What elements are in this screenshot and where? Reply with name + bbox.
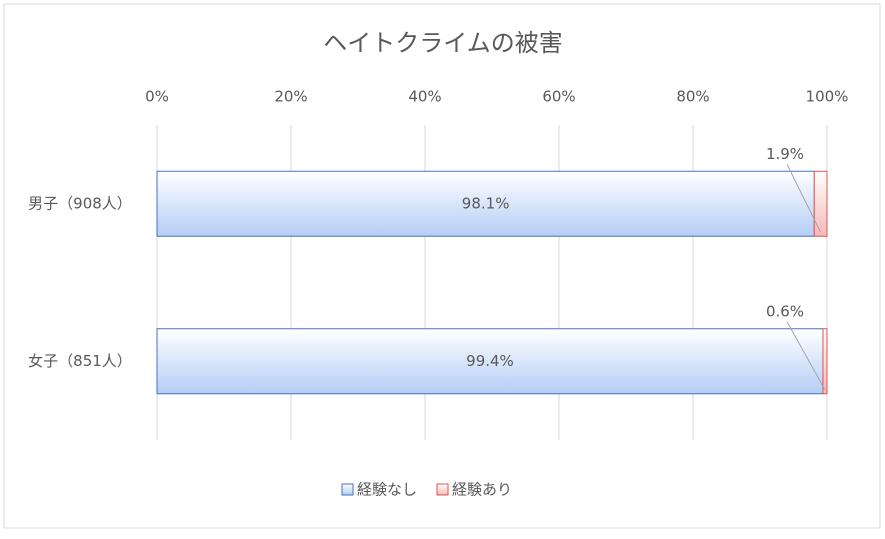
bar-segment xyxy=(156,170,815,237)
data-label: 1.9% xyxy=(766,145,804,163)
bar-segment xyxy=(822,328,828,395)
leader-line xyxy=(786,321,826,390)
bar-segment xyxy=(813,170,828,237)
legend-swatch xyxy=(436,483,449,496)
data-label: 0.6% xyxy=(766,302,804,320)
x-tick-label: 0% xyxy=(145,88,169,106)
chart-title: ヘイトクライムの被害 xyxy=(323,29,563,57)
legend-label: 経験なし xyxy=(357,481,417,499)
x-tick-label: 20% xyxy=(274,88,307,106)
leader-line xyxy=(786,164,822,233)
bar-segment xyxy=(156,328,824,395)
y-tick-label: 男子（908人） xyxy=(28,194,132,212)
y-tick-label: 女子（851人） xyxy=(28,352,132,370)
chart-frame xyxy=(3,3,881,529)
x-tick-label: 40% xyxy=(408,88,441,106)
x-tick-label: 100% xyxy=(806,88,849,106)
x-tick-label: 80% xyxy=(676,88,709,106)
data-label: 99.4% xyxy=(466,352,514,370)
data-label: 98.1% xyxy=(462,194,510,212)
legend-label: 経験あり xyxy=(452,481,512,499)
x-tick-label: 60% xyxy=(542,88,575,106)
legend-swatch xyxy=(341,483,354,496)
